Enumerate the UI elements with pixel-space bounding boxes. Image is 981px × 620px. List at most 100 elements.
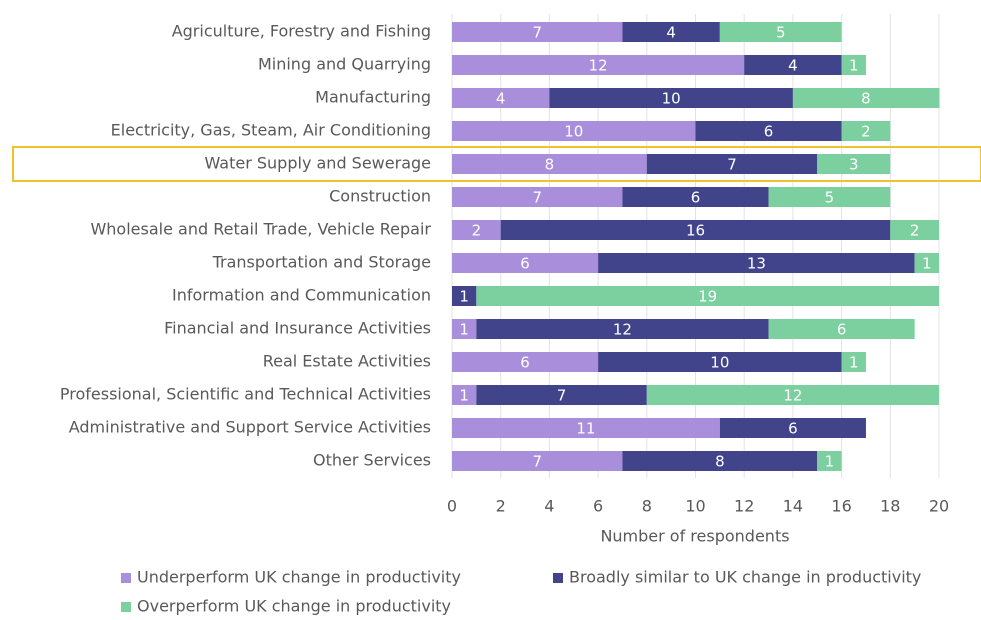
bar-segment — [549, 88, 793, 108]
x-tick-label: 20 — [929, 497, 949, 516]
value-label: 2 — [910, 222, 920, 240]
value-label: 5 — [776, 24, 786, 42]
value-label: 6 — [691, 189, 701, 207]
value-label: 1 — [922, 255, 932, 273]
bar-segment — [841, 352, 866, 372]
bars — [452, 22, 940, 471]
value-label: 3 — [849, 156, 859, 174]
value-label: 7 — [532, 453, 542, 471]
value-label: 4 — [496, 90, 506, 108]
value-label: 19 — [698, 288, 717, 306]
bar-segment — [841, 121, 891, 141]
x-tick-label: 12 — [734, 497, 754, 516]
y-tick-label: Agriculture, Forestry and Fishing — [172, 22, 431, 41]
bar-segment — [622, 451, 818, 471]
bar-segment — [695, 121, 842, 141]
bar-segment — [452, 286, 477, 306]
y-tick-label: Manufacturing — [315, 88, 431, 107]
y-tick-label: Wholesale and Retail Trade, Vehicle Repa… — [90, 220, 431, 239]
y-tick-label: Administrative and Support Service Activ… — [69, 418, 431, 437]
y-tick-label: Real Estate Activities — [263, 352, 431, 371]
x-axis-title: Number of respondents — [600, 527, 789, 546]
legend-label: Broadly similar to UK change in producti… — [569, 568, 921, 587]
value-label: 1 — [459, 288, 469, 306]
y-tick-label: Information and Communication — [172, 286, 431, 305]
bar-segment — [914, 253, 939, 273]
value-label: 4 — [666, 24, 676, 42]
value-label: 16 — [686, 222, 705, 240]
value-label: 10 — [710, 354, 729, 372]
bar-segment — [646, 154, 818, 174]
value-label: 2 — [861, 123, 871, 141]
legend-swatch — [553, 573, 563, 583]
bar-segment — [768, 319, 915, 339]
y-tick-label: Water Supply and Sewerage — [205, 154, 432, 173]
y-tick-label: Other Services — [313, 451, 431, 470]
highlight-box — [12, 146, 981, 182]
y-tick-label: Construction — [329, 187, 431, 206]
bar-segment — [598, 253, 915, 273]
bar-segment — [622, 22, 720, 42]
legend-label: Underperform UK change in productivity — [137, 568, 461, 587]
value-label: 7 — [727, 156, 737, 174]
bar-segment — [452, 352, 599, 372]
bar-segment — [452, 418, 720, 438]
bar-segment — [622, 187, 769, 207]
x-tick-label: 8 — [642, 497, 652, 516]
y-tick-label: Professional, Scientific and Technical A… — [60, 385, 431, 404]
value-label: 1 — [459, 387, 469, 405]
value-label: 6 — [520, 354, 530, 372]
x-tick-label: 6 — [593, 497, 603, 516]
value-label: 6 — [837, 321, 847, 339]
x-tick-label: 0 — [447, 497, 457, 516]
bar-segment — [792, 88, 940, 108]
y-tick-label: Financial and Insurance Activities — [164, 319, 431, 338]
y-tick-label: Mining and Quarrying — [258, 55, 431, 74]
bar-segment — [476, 385, 647, 405]
value-label: 7 — [532, 189, 542, 207]
bar-segment — [744, 55, 842, 75]
bar-segment — [841, 55, 866, 75]
value-label: 12 — [783, 387, 802, 405]
value-label: 10 — [564, 123, 583, 141]
legend-swatch — [121, 602, 131, 612]
grid — [451, 14, 940, 478]
bar-segment — [890, 220, 939, 240]
x-tick-label: 4 — [544, 497, 554, 516]
value-label: 1 — [849, 57, 859, 75]
bar-segment — [817, 451, 842, 471]
value-label: 1 — [459, 321, 469, 339]
value-label: 8 — [861, 90, 871, 108]
bar-segment — [452, 88, 550, 108]
value-label: 12 — [613, 321, 632, 339]
value-label: 5 — [825, 189, 835, 207]
value-label: 8 — [545, 156, 555, 174]
value-label: 4 — [788, 57, 798, 75]
bar-segment — [719, 22, 842, 42]
value-label: 1 — [849, 354, 859, 372]
x-tick-label: 2 — [496, 497, 506, 516]
x-tick-label: 10 — [685, 497, 705, 516]
bar-segment — [598, 352, 842, 372]
value-label: 1 — [825, 453, 835, 471]
bar-segment — [817, 154, 891, 174]
bar-segment — [452, 319, 477, 339]
legend-swatch — [121, 573, 131, 583]
bar-segment — [768, 187, 891, 207]
value-label: 10 — [662, 90, 681, 108]
x-tick-label: 16 — [831, 497, 851, 516]
bar-segment — [476, 286, 939, 306]
bar-segment — [452, 253, 599, 273]
value-label: 8 — [715, 453, 725, 471]
bar-segment — [452, 55, 745, 75]
bar-segment — [719, 418, 866, 438]
y-tick-label: Transportation and Storage — [212, 253, 431, 272]
bar-segment — [476, 319, 769, 339]
bar-segment — [452, 22, 623, 42]
value-label: 11 — [576, 420, 595, 438]
x-tick-label: 18 — [880, 497, 900, 516]
x-tick-label: 14 — [783, 497, 803, 516]
value-label: 6 — [764, 123, 774, 141]
